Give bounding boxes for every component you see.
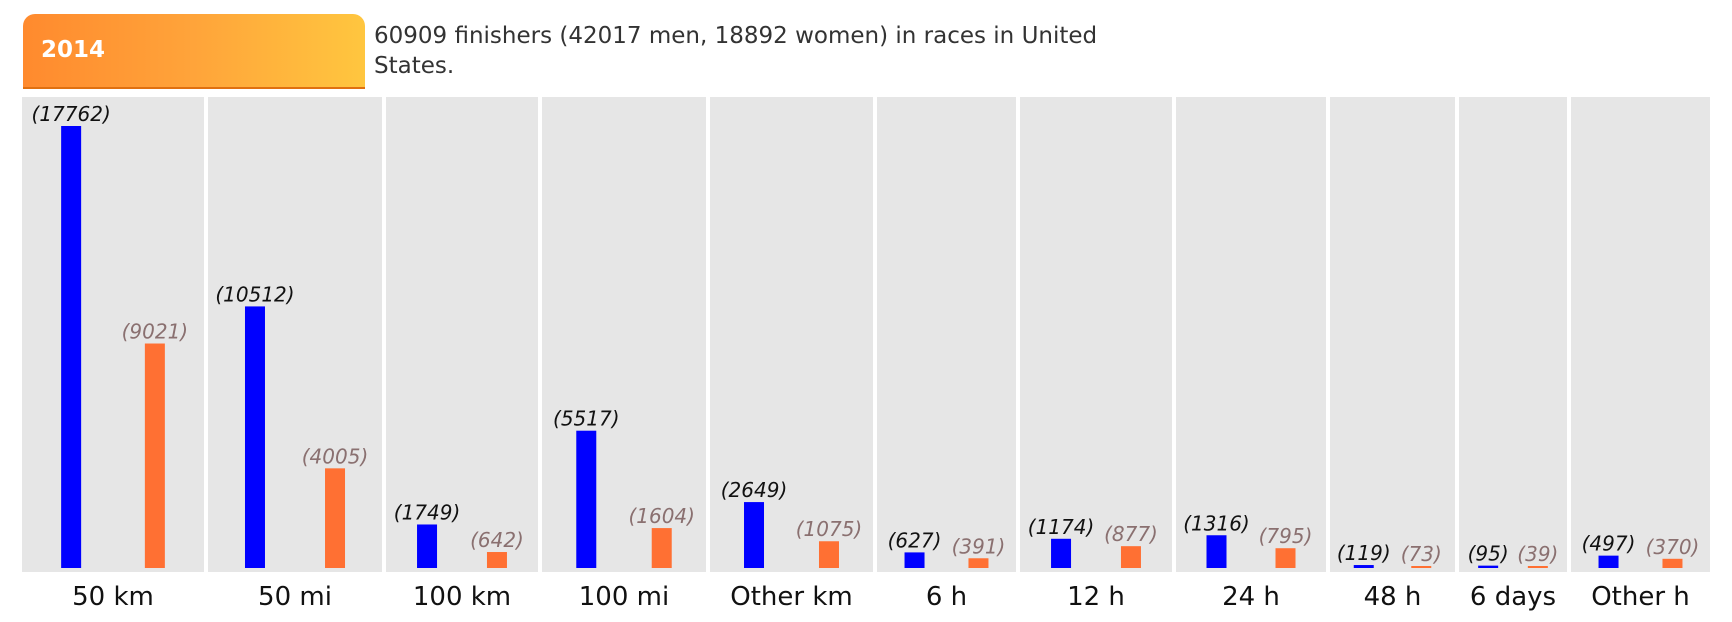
bar-men-6-days <box>1478 565 1499 568</box>
value-label-women-100-mi: (1604) <box>628 504 695 528</box>
value-label-men-48-h: (119) <box>1337 541 1391 565</box>
value-label-men-50-km: (17762) <box>32 102 111 126</box>
category-label-12-h: 12 h <box>1067 582 1125 612</box>
year-label: 2014 <box>41 37 106 63</box>
value-label-men-6-days: (95) <box>1468 542 1509 566</box>
value-label-men-other-h: (497) <box>1582 532 1636 556</box>
bar-men-other-km <box>744 502 765 568</box>
bar-men-50-km <box>61 126 82 568</box>
finishers-summary: 60909 finishers (42017 men, 18892 women)… <box>374 23 1098 79</box>
category-label-other-km: Other km <box>730 582 852 612</box>
value-label-women-100-km: (642) <box>470 528 524 552</box>
bar-women-100-km <box>486 552 507 568</box>
bar-men-12-h <box>1051 538 1072 568</box>
bar-men-100-km <box>417 524 438 568</box>
category-label-6-days: 6 days <box>1470 582 1556 612</box>
panel-12-h <box>1020 97 1172 572</box>
category-label-100-mi: 100 mi <box>579 582 669 612</box>
value-label-men-100-mi: (5517) <box>553 407 620 431</box>
panel-other-km <box>710 97 873 572</box>
bar-men-other-h <box>1598 555 1619 568</box>
value-label-women-other-km: (1075) <box>796 517 863 541</box>
value-label-women-50-mi: (4005) <box>302 444 369 468</box>
bar-women-24-h <box>1275 548 1296 568</box>
bar-men-50-mi <box>244 306 265 568</box>
value-label-women-48-h: (73) <box>1401 542 1442 566</box>
category-label-50-km: 50 km <box>72 582 154 612</box>
bar-women-6-days <box>1527 566 1548 568</box>
value-label-women-other-h: (370) <box>1646 535 1700 559</box>
value-label-women-50-km: (9021) <box>122 320 189 344</box>
bar-women-48-h <box>1411 566 1432 568</box>
value-label-men-6-h: (627) <box>888 528 942 552</box>
category-label-100-km: 100 km <box>413 582 511 612</box>
panel-48-h <box>1330 97 1455 572</box>
panel-100-mi <box>542 97 706 572</box>
category-label-6-h: 6 h <box>926 582 967 612</box>
category-label-48-h: 48 h <box>1364 582 1422 612</box>
bar-men-100-mi <box>576 430 597 568</box>
bar-women-12-h <box>1120 546 1141 568</box>
panel-6-days <box>1459 97 1567 572</box>
bar-women-100-mi <box>651 528 672 568</box>
panel-50-mi <box>208 97 382 572</box>
panel-100-km <box>386 97 538 572</box>
bar-women-other-km <box>818 541 839 568</box>
bar-men-6-h <box>904 552 925 568</box>
year-tab[interactable]: 2014 <box>23 14 365 89</box>
value-label-men-12-h: (1174) <box>1028 515 1095 539</box>
category-label-other-h: Other h <box>1591 582 1690 612</box>
bar-women-50-mi <box>325 468 346 568</box>
category-label-24-h: 24 h <box>1222 582 1280 612</box>
bar-men-48-h <box>1353 565 1374 568</box>
value-label-women-6-h: (391) <box>952 534 1006 558</box>
value-label-women-6-days: (39) <box>1517 542 1558 566</box>
panel-other-h <box>1571 97 1710 572</box>
value-label-men-24-h: (1316) <box>1183 511 1250 535</box>
bar-women-other-h <box>1662 558 1683 568</box>
panel-6-h <box>877 97 1016 572</box>
value-label-men-50-mi: (10512) <box>215 282 294 306</box>
panel-24-h <box>1176 97 1326 572</box>
bar-women-6-h <box>968 558 989 568</box>
value-label-women-12-h: (877) <box>1104 522 1158 546</box>
value-label-women-24-h: (795) <box>1259 524 1313 548</box>
value-label-men-100-km: (1749) <box>394 500 461 524</box>
panel-50-km <box>22 97 204 572</box>
value-label-men-other-km: (2649) <box>721 478 788 502</box>
category-label-50-mi: 50 mi <box>258 582 332 612</box>
bar-women-50-km <box>144 343 165 568</box>
bar-men-24-h <box>1206 535 1227 568</box>
